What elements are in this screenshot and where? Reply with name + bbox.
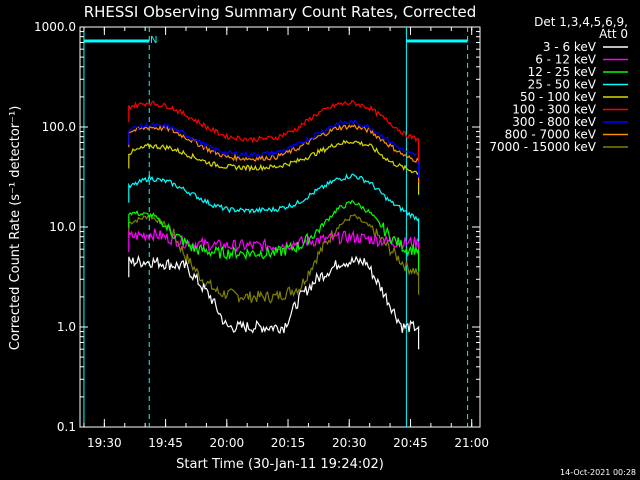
legend-header-line-2: Att 0: [599, 27, 628, 41]
x-tick-label: 19:45: [148, 436, 183, 450]
series-line-0: [128, 254, 420, 350]
legend-header-line-1: Det 1,3,4,5,6,9,: [534, 15, 628, 29]
series-line-5: [128, 99, 420, 162]
y-axis-label: Corrected Count Rate (s⁻¹ detector⁻¹): [8, 106, 23, 351]
series-group: [128, 99, 420, 350]
y-tick-label: 10.0: [49, 220, 76, 234]
y-tick-label: 100.0: [42, 120, 76, 134]
y-tick-label: 1000.0: [34, 20, 76, 34]
legend-entry-label: 100 - 300 keV: [512, 103, 596, 117]
flag-label: N: [150, 35, 157, 46]
series-line-4: [128, 139, 420, 195]
series-line-7: [128, 124, 420, 183]
x-axis-label: Start Time (30-Jan-11 19:24:02): [176, 457, 384, 472]
legend-entry-label: 7000 - 15000 keV: [489, 140, 596, 154]
x-tick-label: 20:30: [332, 436, 367, 450]
legend-entry-label: 50 - 100 keV: [520, 90, 597, 104]
legend-entry-label: 800 - 7000 keV: [505, 128, 597, 142]
x-tick-label: 20:45: [393, 436, 428, 450]
chart-title: RHESSI Observing Summary Count Rates, Co…: [84, 3, 477, 21]
series-line-8: [128, 213, 420, 304]
series-line-3: [128, 173, 420, 242]
legend-entry-label: 3 - 6 keV: [543, 40, 597, 54]
x-tick-label: 19:30: [87, 436, 122, 450]
x-tick-label: 20:00: [210, 436, 245, 450]
timestamp: 14-Oct-2021 00:28: [560, 468, 636, 477]
x-tick-label: 21:00: [454, 436, 489, 450]
x-tick-label: 20:15: [271, 436, 306, 450]
y-tick-label: 0.1: [57, 420, 76, 434]
legend-entry-label: 6 - 12 keV: [535, 53, 597, 67]
night-markers: [83, 27, 469, 427]
y-tick-label: 1.0: [57, 320, 76, 334]
series-line-6: [128, 119, 420, 178]
axes: 1000.0 100.0 10.0 1.0 0.1 19:30 19:45 20:00 20:1…: [34, 20, 489, 450]
legend-entry-label: 25 - 50 keV: [528, 78, 597, 92]
plot-frame: [79, 26, 481, 428]
series-line-2: [128, 199, 420, 272]
legend-entry-label: 12 - 25 keV: [528, 65, 597, 79]
series-line-1: [128, 228, 420, 265]
legend-entry-label: 300 - 800 keV: [512, 115, 596, 129]
